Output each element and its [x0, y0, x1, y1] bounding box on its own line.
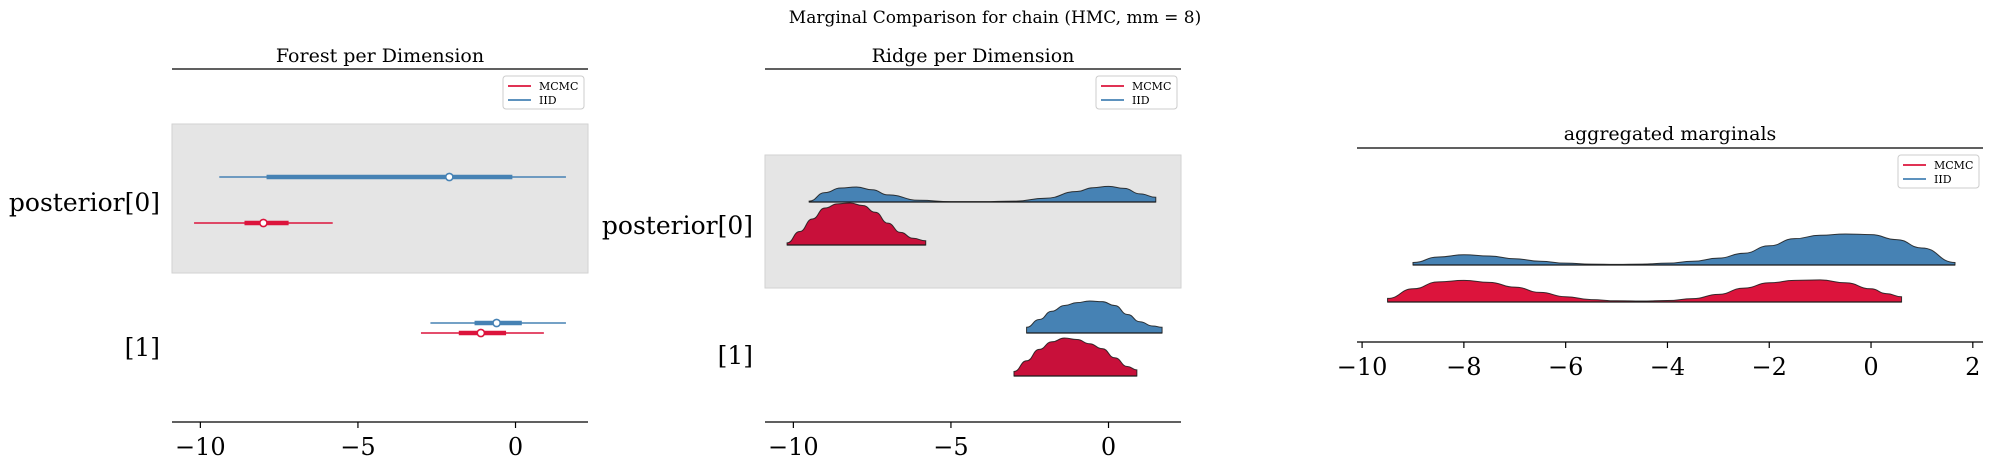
- median-point-mcmc: [476, 328, 486, 338]
- x-tick-label: 0: [1863, 353, 1878, 381]
- panel-2: Ridge per Dimension −10 −5 0 posterior[0] [1]…: [602, 45, 1182, 461]
- legend-label-mcmc: MCMC: [539, 80, 578, 93]
- panel-title: aggregated marginals: [1564, 123, 1777, 145]
- legend-label-iid: IID: [1132, 94, 1150, 107]
- ridge-mcmc-1: [1387, 279, 1903, 303]
- x-tick-label: −5: [340, 433, 375, 461]
- x-tick-label: −5: [933, 433, 968, 461]
- median-point-mcmc: [258, 218, 268, 228]
- x-tick-label: −4: [1650, 353, 1685, 381]
- panel-1: Forest per Dimension −10 −5 0 posterior[0] [1…: [9, 45, 589, 461]
- panel-title: Forest per Dimension: [276, 45, 484, 67]
- ridge-mcmc-1-1: [1013, 337, 1138, 377]
- legend-label-iid: IID: [539, 94, 557, 107]
- y-tick-label: posterior[0]: [602, 211, 753, 240]
- legend-label-mcmc: MCMC: [1934, 159, 1973, 172]
- x-tick-label: 2: [1965, 353, 1980, 381]
- y-tick-label: [1]: [718, 341, 753, 370]
- panel-title: Ridge per Dimension: [872, 45, 1075, 67]
- row-shading: [171, 123, 589, 274]
- legend-label-iid: IID: [1934, 173, 1952, 186]
- row-shading: [764, 154, 1182, 289]
- median-point-iid: [492, 318, 502, 328]
- ridge-iid-0: [1412, 233, 1956, 266]
- x-tick-label: 0: [1101, 433, 1116, 461]
- legend-label-mcmc: MCMC: [1132, 80, 1171, 93]
- x-tick-label: −6: [1548, 353, 1583, 381]
- ridge-iid-1-0: [1026, 300, 1163, 334]
- x-tick-label: 0: [508, 433, 523, 461]
- median-point-iid: [444, 172, 454, 182]
- y-tick-label: [1]: [125, 333, 160, 362]
- x-tick-label: −2: [1752, 353, 1787, 381]
- x-tick-label: −10: [175, 433, 226, 461]
- x-tick-label: −10: [1337, 353, 1388, 381]
- x-tick-label: −8: [1446, 353, 1481, 381]
- y-tick-label: posterior[0]: [9, 188, 160, 217]
- ridge-mcmc-0-1: [786, 202, 927, 246]
- x-tick-label: −10: [768, 433, 819, 461]
- panels: Forest per Dimension −10 −5 0 posterior[0] [1…: [9, 45, 1983, 461]
- figure-suptitle: Marginal Comparison for chain (HMC, mm =…: [789, 8, 1201, 28]
